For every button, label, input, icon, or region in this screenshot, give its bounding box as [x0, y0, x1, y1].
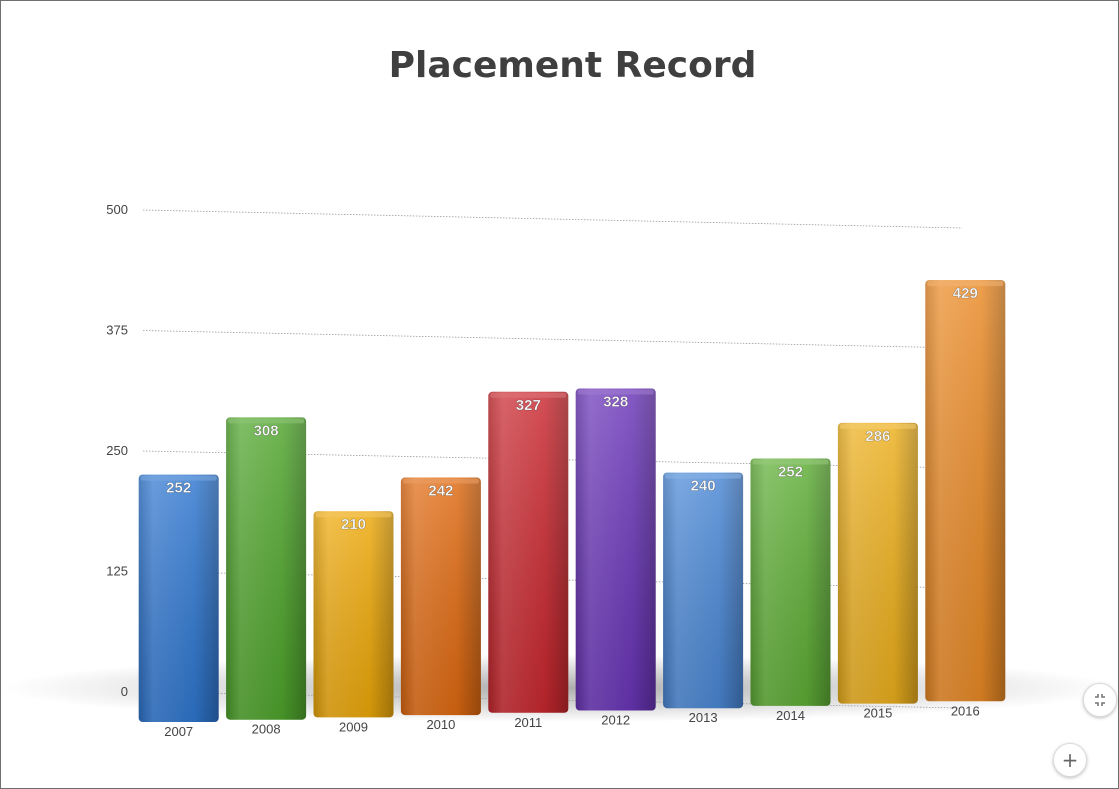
bar-bevel — [315, 512, 392, 518]
x-tick-label: 2009 — [339, 719, 368, 734]
bar-bevel — [490, 392, 567, 398]
bar-bevel — [927, 281, 1004, 287]
bar-sheen — [663, 472, 744, 709]
data-label: 210 — [341, 516, 366, 533]
data-label: 240 — [691, 478, 716, 495]
bar-sheen — [750, 458, 831, 706]
y-tick-label: 250 — [106, 443, 128, 458]
gridline — [142, 330, 963, 349]
bar-sheen — [226, 417, 307, 720]
x-tick-label: 2010 — [426, 717, 455, 732]
data-label: 242 — [428, 483, 453, 500]
x-tick-label: 2008 — [252, 722, 281, 737]
chart-title: Placement Record — [388, 45, 757, 86]
x-tick-label: 2015 — [863, 706, 892, 721]
data-label: 308 — [254, 422, 279, 439]
bar-sheen — [138, 474, 219, 722]
bar-sheen — [925, 280, 1006, 702]
bar-bevel — [752, 459, 829, 465]
y-tick-label: 0 — [121, 684, 128, 699]
bar-bevel — [402, 478, 479, 484]
bar-bevel — [140, 475, 217, 481]
bar-sheen — [837, 422, 918, 704]
data-label: 429 — [953, 285, 978, 302]
data-label: 327 — [516, 397, 541, 414]
data-label: 328 — [603, 393, 628, 410]
data-label: 286 — [865, 428, 890, 445]
y-tick-label: 500 — [106, 202, 128, 217]
x-tick-label: 2016 — [951, 703, 980, 718]
bar-bevel — [228, 418, 305, 424]
x-tick-label: 2014 — [776, 708, 805, 723]
collapse-icon[interactable] — [1083, 683, 1117, 717]
x-tick-label: 2012 — [601, 713, 630, 728]
bar-sheen — [488, 391, 569, 713]
x-tick-label: 2013 — [689, 710, 718, 725]
bar-bevel — [839, 423, 916, 429]
data-label: 252 — [166, 480, 191, 497]
bar-bevel — [577, 389, 654, 395]
x-tick-label: 2007 — [164, 724, 193, 739]
data-label: 252 — [778, 464, 803, 481]
bar-sheen — [575, 388, 656, 711]
bar-sheen — [400, 477, 481, 716]
bar-bevel — [665, 473, 742, 479]
plus-icon[interactable]: + — [1053, 743, 1087, 777]
y-tick-label: 125 — [106, 564, 128, 579]
bar-sheen — [313, 511, 394, 718]
gridline — [142, 209, 963, 229]
x-tick-label: 2011 — [514, 715, 542, 730]
y-tick-label: 375 — [106, 323, 128, 338]
